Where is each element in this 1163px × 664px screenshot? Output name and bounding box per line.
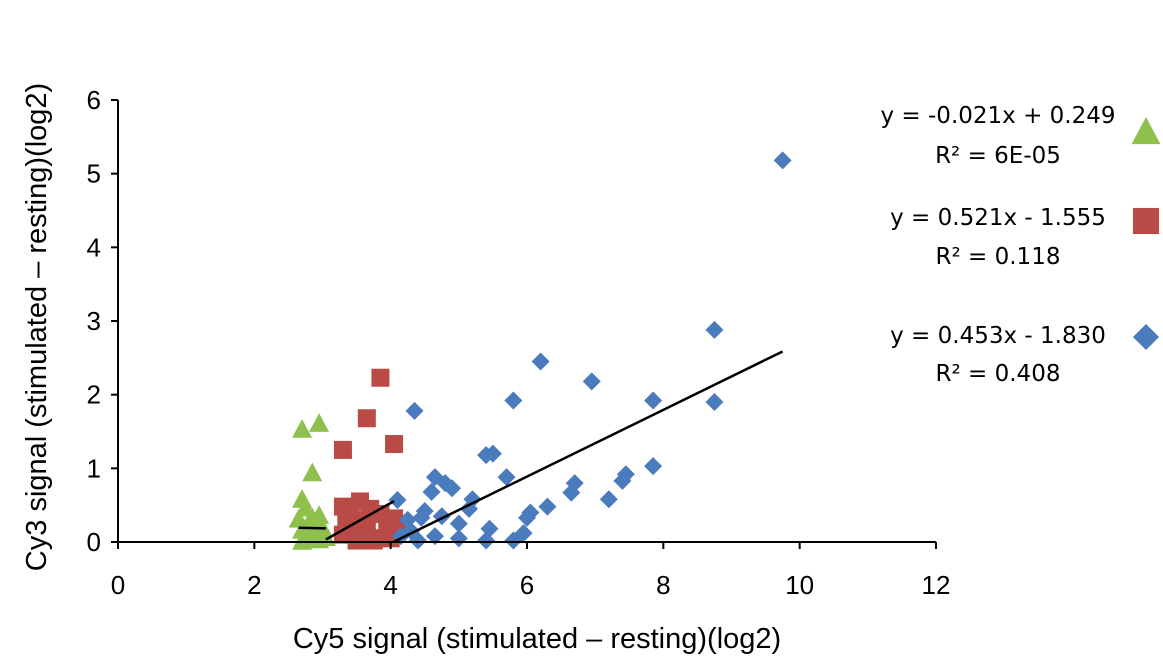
- legend-r2-square-series: R² = 0.118: [936, 244, 1061, 270]
- diamond-data-point: [497, 468, 516, 487]
- diamond-data-point: [449, 529, 468, 548]
- y-tick-label: 2: [87, 380, 101, 410]
- x-tick-label: 6: [520, 570, 534, 600]
- legend: y = -0.021x + 0.249 R² = 6E-05 y = 0.521…: [881, 103, 1161, 387]
- diamond-data-point: [582, 372, 601, 391]
- triangle-data-point: [292, 531, 313, 550]
- y-tick-label: 6: [87, 85, 101, 115]
- diamond-data-point: [449, 514, 468, 533]
- diamond-data-point: [599, 490, 618, 509]
- diamond-data-point: [644, 457, 663, 476]
- x-tick-label: 0: [111, 570, 125, 600]
- y-axis-title: Cy3 signal (stimulated – resting)(log2): [21, 83, 53, 571]
- diamond-data-point: [443, 479, 462, 498]
- diamond-data-point: [705, 393, 724, 412]
- diamond-data-point: [408, 531, 427, 550]
- diamond-data-point: [504, 391, 523, 410]
- diamond-data-point: [425, 527, 444, 546]
- diamond-data-point: [773, 151, 792, 170]
- diamond-data-point: [422, 482, 441, 501]
- legend-square-icon: [1132, 207, 1160, 235]
- diamond-data-point: [412, 508, 431, 527]
- square-data-point: [371, 368, 390, 387]
- diamond-data-point: [504, 531, 523, 550]
- diamond-data-point: [405, 401, 424, 420]
- square-data-point: [357, 409, 376, 428]
- triangle-data-point: [302, 462, 323, 482]
- diamond-data-point: [518, 508, 536, 527]
- legend-triangle-icon: [1131, 117, 1161, 145]
- diamond-data-point: [477, 531, 496, 550]
- triangle-trendline: [298, 526, 326, 530]
- diamond-data-point: [613, 471, 632, 490]
- y-tick-label: 0: [87, 527, 101, 557]
- triangle-data-point: [302, 507, 323, 527]
- plot-area: [288, 151, 792, 550]
- square-data-point: [364, 531, 383, 550]
- diamond-data-point: [531, 352, 550, 371]
- x-axis-title: Cy5 signal (stimulated – resting)(log2): [293, 623, 781, 655]
- x-tick-label: 10: [785, 570, 814, 600]
- square-data-point: [385, 435, 404, 454]
- triangle-data-point: [309, 413, 330, 432]
- diamond-data-point: [388, 491, 407, 510]
- diamond-data-point: [538, 497, 557, 516]
- legend-r2-triangle-series: R² = 6E-05: [935, 143, 1061, 169]
- diamond-data-point: [460, 499, 479, 518]
- y-tick-label: 5: [87, 159, 101, 189]
- diamond-data-point: [483, 444, 502, 463]
- square-data-point: [347, 531, 366, 550]
- diamond-data-point: [562, 483, 581, 502]
- x-tick-label: 8: [656, 570, 670, 600]
- y-tick-label: 4: [87, 232, 101, 262]
- diamond-data-point: [644, 391, 663, 410]
- diamond-data-point: [705, 320, 724, 339]
- legend-equation-triangle-series: y = -0.021x + 0.249: [881, 103, 1116, 129]
- square-trendline: [325, 500, 395, 541]
- x-tick-label: 2: [247, 570, 261, 600]
- y-tick-label: 1: [87, 453, 101, 483]
- square-data-point: [333, 440, 352, 459]
- legend-r2-diamond-series: R² = 0.408: [936, 361, 1061, 387]
- square-data-point: [371, 505, 390, 524]
- x-tick-label: 4: [383, 570, 397, 600]
- legend-equation-diamond-series: y = 0.453x - 1.830: [890, 323, 1106, 349]
- x-tick-label: 12: [922, 570, 951, 600]
- y-tick-label: 3: [87, 306, 101, 336]
- diamond-trendline: [392, 350, 784, 544]
- triangle-data-point: [292, 419, 313, 438]
- legend-equation-square-series: y = 0.521x - 1.555: [890, 205, 1106, 231]
- legend-diamond-icon: [1132, 323, 1160, 351]
